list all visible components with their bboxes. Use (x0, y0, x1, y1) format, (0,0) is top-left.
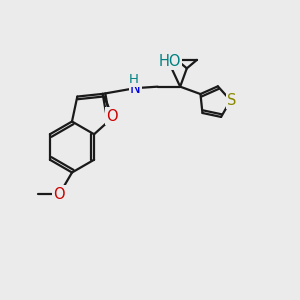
Text: N: N (130, 81, 141, 96)
Text: O: O (54, 187, 65, 202)
Text: O: O (106, 109, 118, 124)
Text: S: S (227, 93, 237, 108)
Text: HO: HO (159, 54, 181, 69)
Text: H: H (129, 73, 139, 86)
